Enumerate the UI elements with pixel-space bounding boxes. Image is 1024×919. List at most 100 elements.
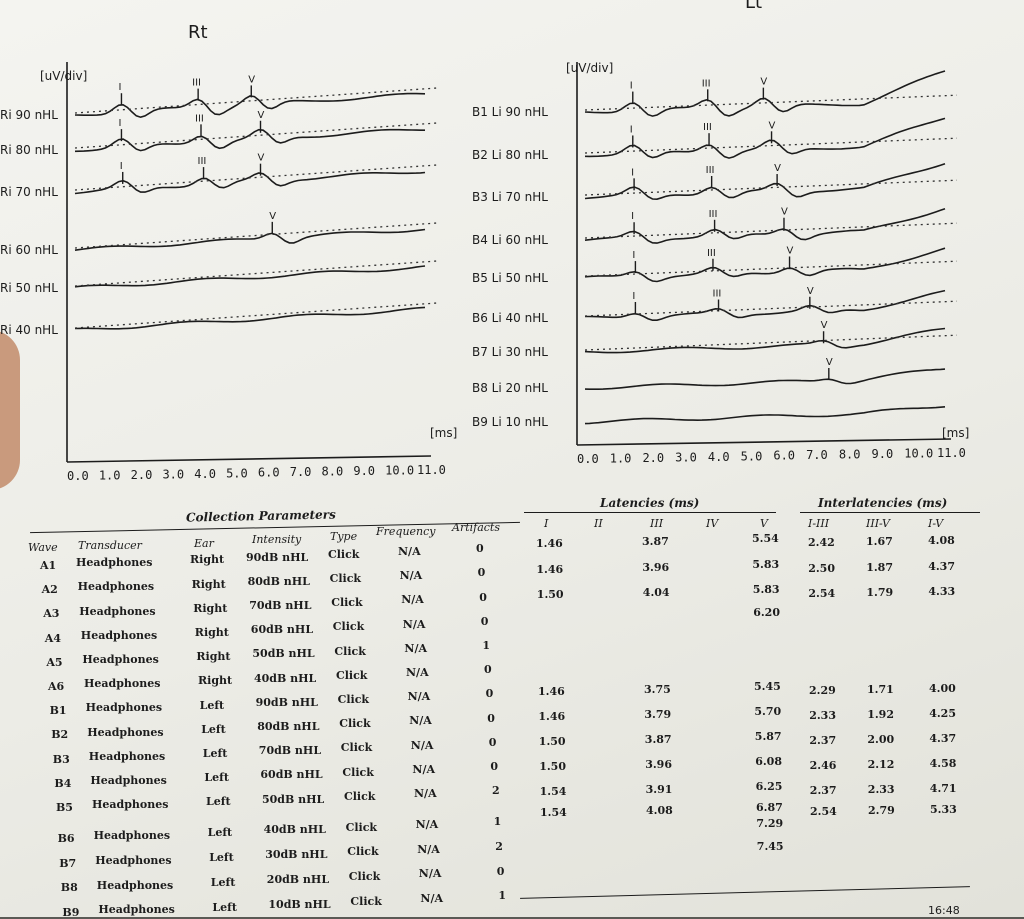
collection-cell: Click [350,895,382,908]
collection-cell: Headphones [85,701,163,715]
rt-chart-title: Rt [188,22,208,43]
x-tick-label: 0.0 [67,469,89,483]
peak-label: I [632,250,635,261]
x-tick-label: 4.0 [708,450,730,464]
interlatency-header: I-V [928,517,944,530]
peak-label: V [826,357,833,368]
interlatency-cell: 4.00 [929,682,956,696]
latency-cell: 1.54 [539,785,567,798]
waveform-trace [74,128,425,153]
footer-time: 16:48 [928,904,960,917]
interlatency-cell: 4.37 [928,560,955,574]
collection-cell: N/A [401,593,424,607]
peak-label: I [630,81,633,92]
trace-label: B4 Li 60 nHL [472,233,548,247]
trace-label: B3 Li 70 nHL [472,190,548,204]
interlatency-cell: 4.71 [929,782,957,796]
trace-label: B1 Li 90 nHL [472,105,548,119]
collection-cell: Headphones [93,829,171,842]
latency-cell: 5.70 [754,705,782,719]
latency-cell: 3.91 [645,782,673,796]
collection-cell: 50dB nHL [252,647,315,661]
latency-header: III [650,517,664,530]
peak-label: V [821,320,828,331]
collection-cell: A4 [44,631,61,645]
trace-label: B2 Li 80 nHL [472,148,548,162]
interlatency-cell: 2.54 [808,587,836,600]
collection-cell: Click [328,547,360,561]
x-tick-label: 3.0 [675,450,697,464]
latency-cell: 5.87 [754,730,782,744]
baseline-dots [74,164,438,191]
collection-cell: 80dB nHL [247,574,310,588]
latency-cell: 3.96 [645,757,672,771]
collection-cell: 0 [487,711,495,725]
interlatency-cell: 1.87 [866,561,893,575]
baseline-dots [584,94,958,111]
baseline-dots [74,260,438,287]
collection-cell: B3 [52,752,70,766]
trace-label: Ri 40 nHL [0,323,58,337]
x-tick-label: 8.0 [322,465,344,479]
lt-chart-title: Lt [745,0,762,13]
collection-cell: N/A [415,817,439,831]
latency-cell: 5.45 [754,680,781,694]
latency-cell: 7.45 [756,840,784,854]
collection-cell: 40dB nHL [263,823,326,837]
collection-cell: 0 [490,760,499,773]
waveform-trace [584,406,946,425]
x-tick-label: 10.0 [385,464,414,478]
x-tick-label: 8.0 [839,448,861,462]
latency-cell: 3.75 [644,682,671,696]
x-tick-label: 2.0 [642,451,664,465]
x-tick-label: 7.0 [806,448,828,462]
waveform-trace [584,368,946,390]
peak-label: V [787,245,794,256]
interlatencies-title: Interlatencies (ms) [818,496,948,510]
interlatency-cell: 2.33 [809,709,836,722]
interlatency-cell: 2.00 [867,733,895,747]
peak-label: III [709,209,718,220]
collection-cell: B5 [56,801,73,814]
peak-label: III [706,165,715,176]
x-tick-label: 1.0 [99,468,121,482]
latency-cell: 3.79 [644,707,672,721]
collection-cell: A5 [46,655,63,669]
waveform-trace [584,162,946,201]
x-tick-label: 10.0 [904,447,933,461]
interlatency-cell: 1.92 [867,708,894,722]
collection-cell: 2 [492,784,500,798]
lt-x-unit: [ms] [942,426,969,440]
interlatency-cell: 2.42 [808,536,835,549]
collection-cell: A6 [48,680,65,693]
collection-cell: Headphones [92,798,169,812]
latency-cell: 6.25 [755,780,783,794]
collection-header: Frequency [376,525,436,538]
collection-cell: Click [337,693,370,706]
trace-label: Ri 80 nHL [0,143,58,157]
interlatency-cell: 2.79 [868,804,895,818]
collection-cell: Headphones [82,653,159,666]
trace-label: Ri 50 nHL [0,281,58,295]
latency-cell: 1.46 [538,685,565,698]
latency-header: I [544,517,549,530]
waveform-trace [74,171,426,195]
x-tick-label: 6.0 [258,466,280,480]
peak-label: V [781,207,788,218]
collection-cell: Left [201,722,226,736]
collection-cell: Click [331,596,363,610]
latency-cell: 7.29 [756,817,784,831]
collection-cell: B7 [59,856,77,870]
latency-cell: 6.87 [756,801,783,815]
peak-label: V [807,286,814,297]
collection-cell: Click [347,845,379,859]
collection-header: Artifacts [452,521,500,534]
waveform-trace [74,228,426,251]
collection-cell: 80dB nHL [257,720,320,733]
collection-cell: 0 [477,566,486,580]
collection-cell: Click [348,870,381,884]
collection-cell: N/A [402,617,426,631]
collection-cell: N/A [398,545,421,558]
collection-cell: B9 [62,906,80,919]
collection-cell: 10dB nHL [268,897,331,911]
